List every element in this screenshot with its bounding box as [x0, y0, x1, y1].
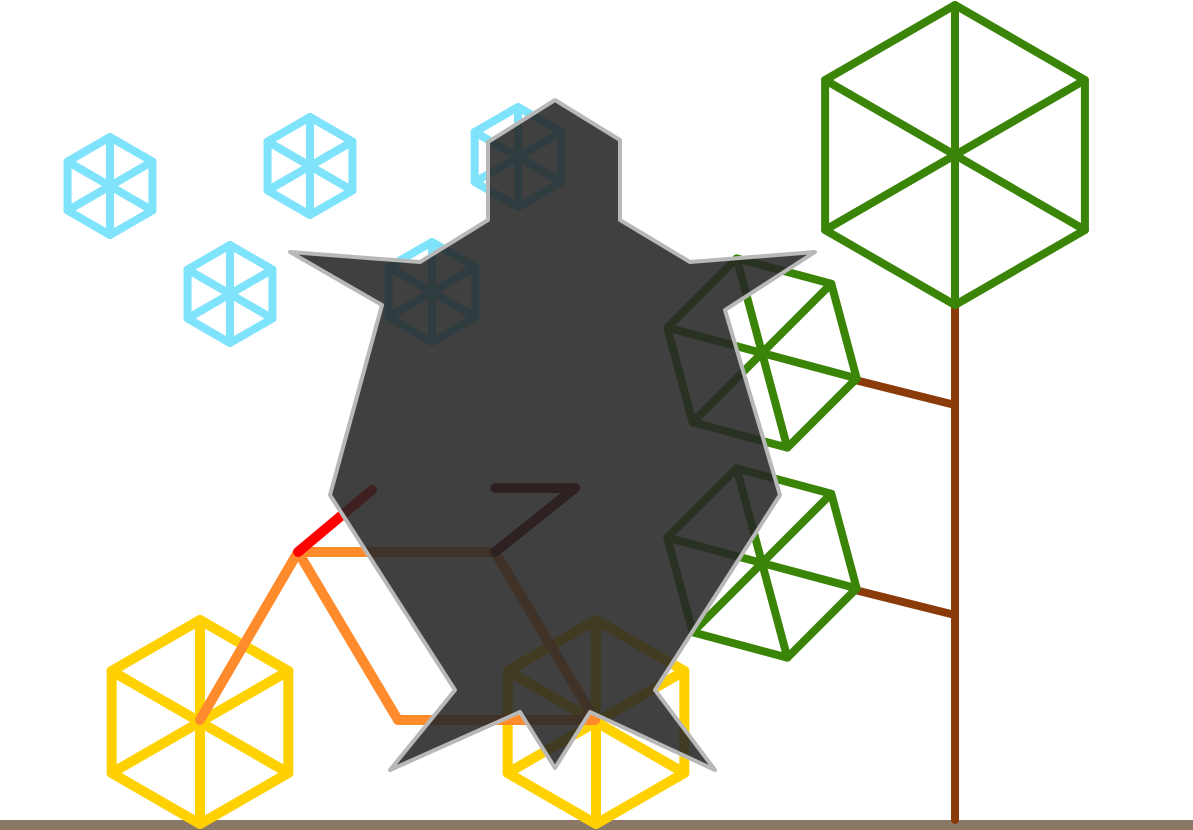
snowflake-1 — [63, 133, 157, 239]
figure-body — [288, 98, 817, 772]
tree-leaf-bottom-spoke — [688, 489, 836, 637]
snowflake-4 — [183, 241, 277, 347]
tree-branch-top — [851, 376, 959, 409]
tree-leaf-top-spoke — [821, 76, 1089, 234]
snowflake-4-spoke — [183, 265, 277, 323]
tree-leaf-top — [821, 1, 1089, 309]
snowflake-2-spoke — [263, 137, 357, 195]
tree-branch-bottom — [851, 586, 959, 619]
figure-silhouette — [288, 98, 817, 772]
snowflake-2 — [263, 113, 357, 219]
snowflake-1-spoke — [63, 157, 157, 215]
